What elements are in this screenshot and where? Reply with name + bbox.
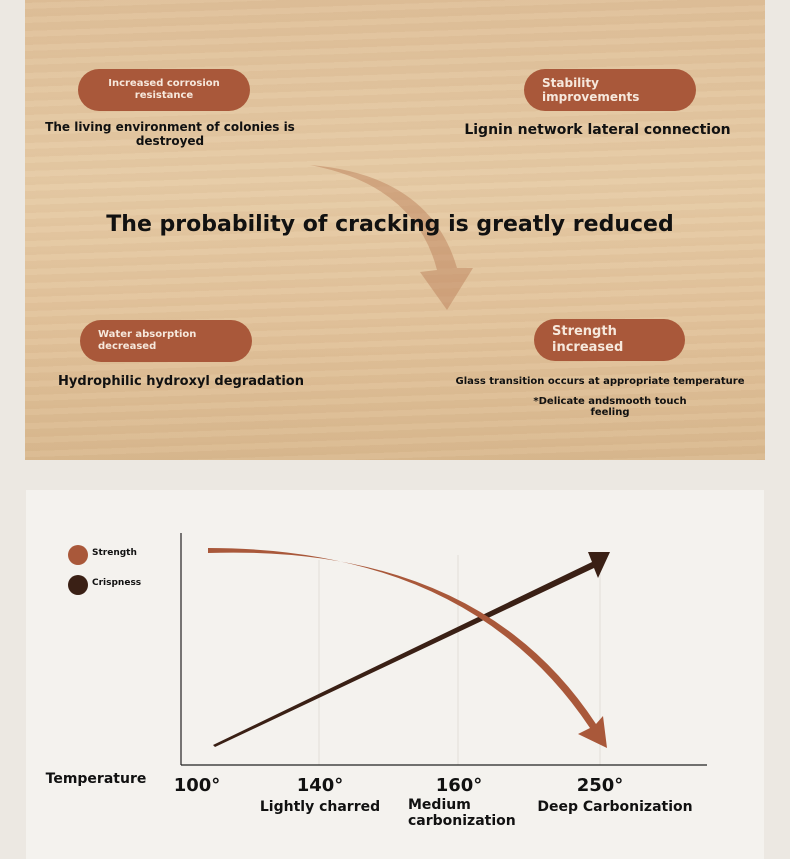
tick-140: 140° xyxy=(296,775,344,796)
crispness-line xyxy=(213,552,610,747)
arrow-down-icon xyxy=(310,165,473,310)
strength-note: *Delicate andsmooth touch feeling xyxy=(533,396,687,418)
strength-badge: Strength increased xyxy=(534,319,685,361)
stage-deep: Deep Carbonization xyxy=(537,799,693,815)
legend-crispness-swatch xyxy=(68,575,88,595)
legend-crispness-label: Crispness xyxy=(92,578,142,588)
axis-label: Temperature xyxy=(45,771,147,787)
tick-250: 250° xyxy=(576,775,624,796)
corrosion-text: The living environment of colonies is de… xyxy=(45,120,295,148)
corrosion-badge: Increased corrosion resistance xyxy=(78,69,250,111)
tick-100: 100° xyxy=(173,775,221,796)
legend-strength-label: Strength xyxy=(92,548,137,558)
strength-text: Glass transition occurs at appropriate t… xyxy=(455,376,745,387)
chart-panel xyxy=(26,490,764,859)
water-text: Hydrophilic hydroxyl degradation xyxy=(58,374,304,389)
strength-curve xyxy=(208,548,607,748)
legend-strength-swatch xyxy=(68,545,88,565)
stage-medium: Medium carbonization xyxy=(408,797,516,829)
headline: The probability of cracking is greatly r… xyxy=(106,212,674,237)
water-badge: Water absorption decreased xyxy=(80,320,252,362)
stage-light: Lightly charred xyxy=(259,799,381,815)
stability-badge: Stability improvements xyxy=(524,69,696,111)
tick-160: 160° xyxy=(435,775,483,796)
stability-text: Lignin network lateral connection xyxy=(464,122,731,138)
